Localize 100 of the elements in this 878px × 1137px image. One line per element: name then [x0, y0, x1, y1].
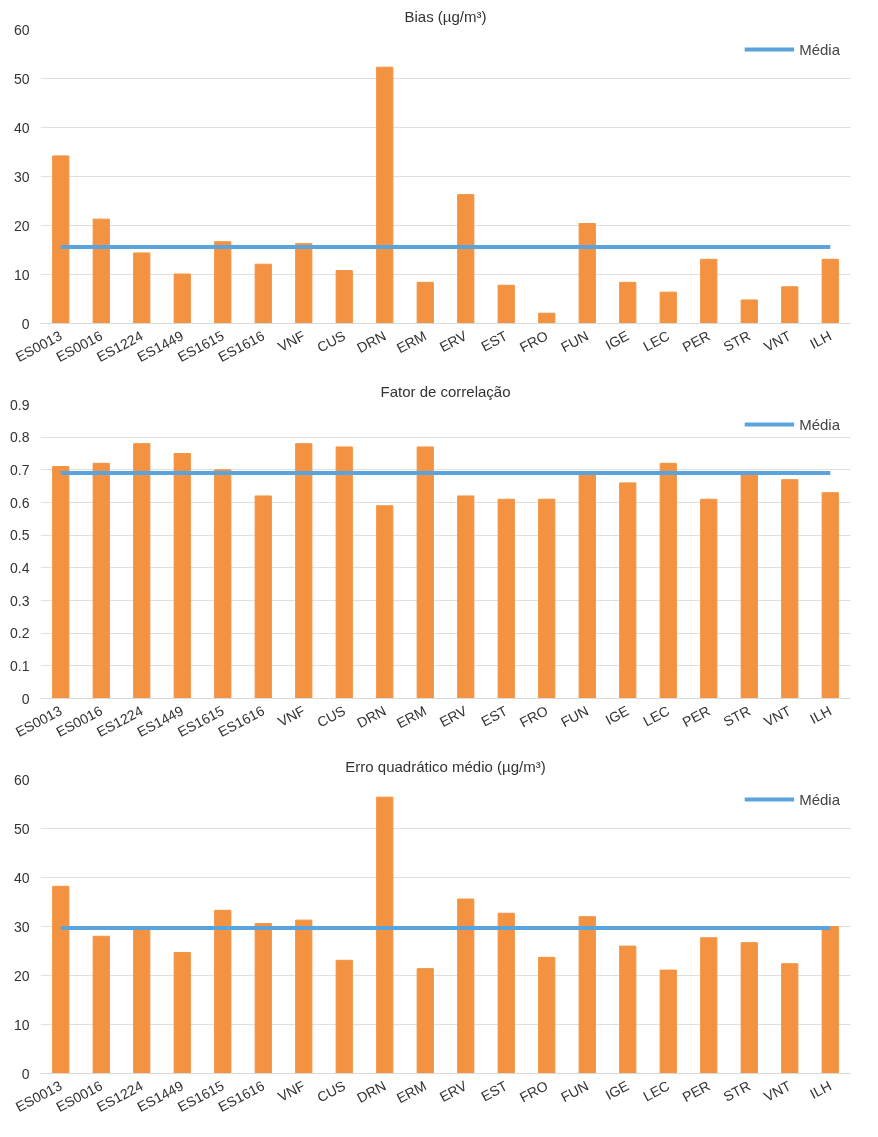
x-tick-label: EST	[478, 327, 511, 355]
bar	[578, 472, 596, 699]
bar	[821, 926, 839, 1074]
bar	[376, 505, 394, 699]
bar	[619, 482, 637, 699]
y-tick-label: 60	[13, 21, 30, 38]
x-tick-label: FUN	[558, 1077, 591, 1106]
x-tick-label: PER	[679, 327, 713, 356]
x-tick-label: STR	[720, 327, 753, 355]
bar	[457, 495, 475, 699]
bar	[214, 241, 232, 324]
y-tick-label: 40	[13, 119, 30, 136]
y-tick-label: 0	[21, 690, 30, 707]
x-tick-label: FRO	[516, 327, 551, 356]
bar	[700, 937, 718, 1074]
bar	[52, 885, 70, 1074]
y-tick-label: 0.1	[10, 657, 30, 674]
x-tick-label: EST	[478, 702, 511, 730]
bar	[133, 443, 151, 699]
x-tick-label: ERM	[394, 327, 429, 357]
bar	[821, 258, 839, 324]
chart-title: Fator de correlação	[380, 382, 511, 400]
x-tick-label: VNF	[275, 702, 308, 730]
x-tick-label: VNT	[761, 1077, 794, 1105]
x-tick-label: IGE	[602, 1077, 632, 1103]
bar	[781, 963, 799, 1074]
y-tick-label: 0.9	[10, 396, 30, 413]
x-tick-label: DRN	[354, 1077, 389, 1106]
bar	[214, 909, 232, 1074]
x-tick-label: LEC	[640, 327, 672, 355]
y-tick-label: 0	[21, 1065, 30, 1082]
bar	[659, 462, 677, 699]
x-tick-label: STR	[720, 1077, 753, 1105]
bar	[700, 258, 718, 324]
bar	[700, 498, 718, 699]
bar	[92, 462, 110, 699]
x-tick-label: VNT	[761, 327, 794, 355]
bar	[376, 796, 394, 1074]
x-tick-label: ERV	[436, 327, 471, 355]
bar	[659, 291, 677, 324]
bar	[416, 446, 434, 699]
bar	[457, 194, 475, 324]
bar	[173, 951, 191, 1074]
bar	[497, 284, 515, 324]
y-tick-label: 0.6	[10, 494, 30, 511]
chart-title: Bias (µg/m³)	[404, 7, 487, 25]
bar	[740, 299, 758, 324]
bar	[133, 252, 151, 324]
bar	[416, 968, 434, 1074]
bar	[254, 923, 272, 1074]
bar	[497, 912, 515, 1074]
y-tick-label: 20	[13, 967, 30, 984]
bar	[133, 927, 151, 1074]
y-tick-label: 0.4	[10, 559, 30, 576]
bar	[295, 443, 313, 699]
bar	[619, 945, 637, 1074]
bar	[781, 479, 799, 699]
bar	[173, 273, 191, 324]
x-tick-label: IGE	[602, 327, 632, 353]
bar	[538, 312, 556, 324]
x-tick-label: VNF	[275, 327, 308, 355]
bar	[457, 898, 475, 1074]
bar	[538, 498, 556, 699]
x-tick-label: ERV	[436, 702, 471, 730]
bar	[92, 935, 110, 1074]
bar	[335, 446, 353, 699]
bar	[295, 243, 313, 324]
legend-label: Média	[799, 790, 840, 808]
legend-label: Média	[799, 415, 840, 433]
x-tick-label: PER	[679, 702, 713, 731]
y-tick-label: 0.2	[10, 625, 30, 642]
y-tick-label: 60	[13, 771, 30, 788]
chart-title: Erro quadrático médio (µg/m³)	[345, 757, 546, 775]
x-tick-label: IGE	[602, 702, 632, 728]
y-tick-label: 0	[21, 315, 30, 332]
bar	[781, 286, 799, 324]
x-tick-label: ERM	[394, 1077, 429, 1107]
x-tick-label: VNT	[761, 702, 794, 730]
x-tick-label: DRN	[354, 702, 389, 731]
bar	[335, 270, 353, 324]
x-tick-label: CUS	[314, 1077, 348, 1106]
y-tick-label: 0.3	[10, 592, 30, 609]
bar	[254, 263, 272, 324]
bar	[740, 472, 758, 699]
bar	[52, 466, 70, 699]
bar	[821, 492, 839, 699]
y-tick-label: 40	[13, 869, 30, 886]
x-tick-label: LEC	[640, 1077, 672, 1105]
y-tick-label: 10	[13, 266, 30, 283]
bar	[295, 919, 313, 1074]
x-tick-label: FUN	[558, 327, 591, 356]
x-tick-label: ILH	[807, 327, 834, 352]
x-tick-label: LEC	[640, 702, 672, 730]
x-tick-label: ILH	[807, 1077, 834, 1102]
y-tick-label: 30	[13, 168, 30, 185]
y-tick-label: 30	[13, 918, 30, 935]
bar	[578, 916, 596, 1074]
bar	[335, 959, 353, 1074]
x-tick-label: ERM	[394, 702, 429, 732]
y-tick-label: 0.5	[10, 527, 30, 544]
